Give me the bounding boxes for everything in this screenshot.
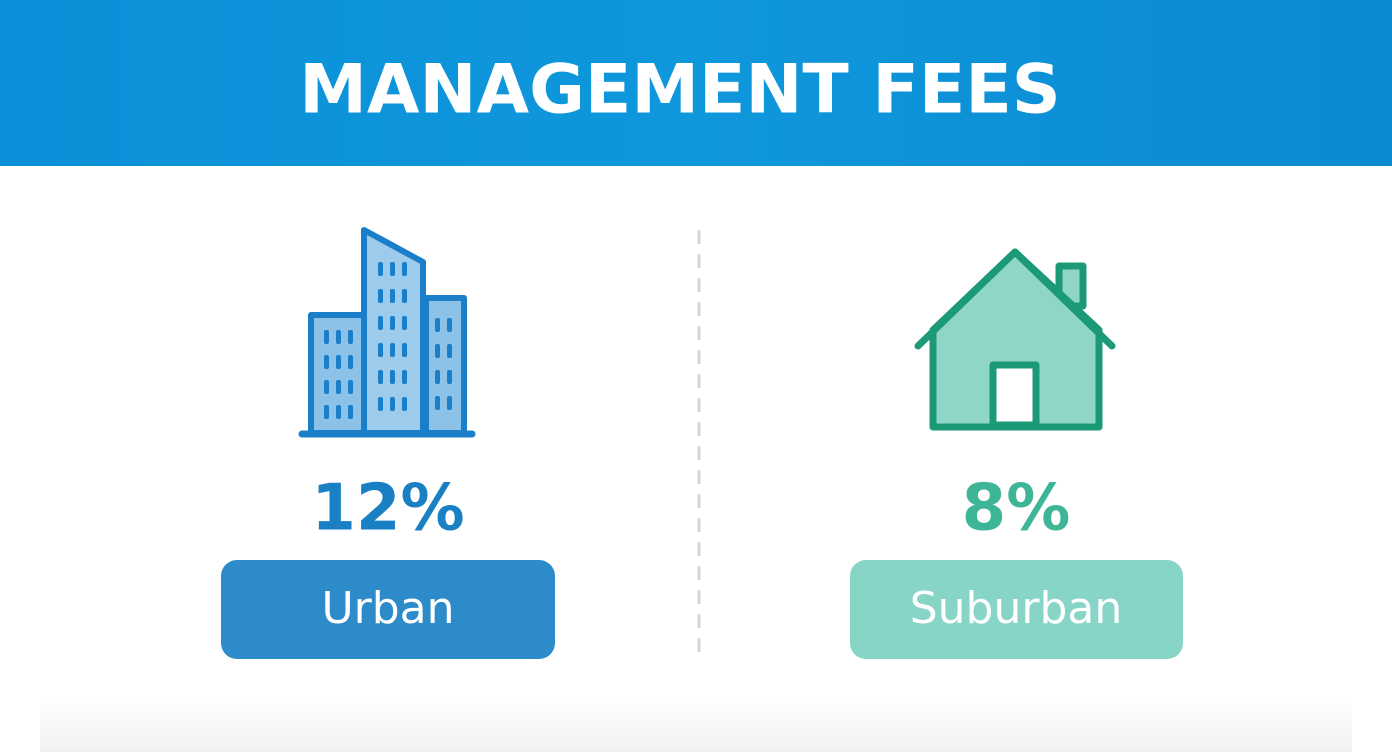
urban-badge: [221, 560, 555, 659]
urban-fee: 12%: [311, 472, 464, 546]
house-icon: [914, 248, 1116, 431]
tower-right: [423, 295, 467, 436]
window: [348, 355, 353, 369]
window: [435, 396, 440, 410]
suburban-fee: 8%: [962, 472, 1071, 546]
window: [378, 397, 383, 411]
window: [324, 380, 329, 394]
window: [447, 396, 452, 410]
window: [402, 343, 407, 357]
suburban-label: Suburban: [910, 583, 1123, 634]
window: [324, 405, 329, 419]
roof: [914, 248, 1116, 350]
window: [348, 330, 353, 344]
building-icon: [298, 227, 476, 438]
window: [390, 370, 395, 384]
window: [378, 262, 383, 276]
window: [348, 405, 353, 419]
header-title: MANAGEMENT FEES: [299, 51, 1061, 130]
window: [402, 397, 407, 411]
window: [390, 289, 395, 303]
window: [447, 344, 452, 358]
window: [324, 330, 329, 344]
window: [402, 262, 407, 276]
window: [378, 289, 383, 303]
footer-shade: [40, 700, 1352, 752]
window: [348, 380, 353, 394]
window: [390, 316, 395, 330]
window: [390, 262, 395, 276]
window: [402, 370, 407, 384]
door: [989, 361, 1040, 429]
window: [336, 355, 341, 369]
window: [336, 380, 341, 394]
window: [336, 405, 341, 419]
window: [324, 355, 329, 369]
window: [378, 343, 383, 357]
window: [378, 370, 383, 384]
windows: [324, 262, 452, 419]
window: [435, 318, 440, 332]
window: [390, 397, 395, 411]
window: [435, 344, 440, 358]
window: [378, 316, 383, 330]
window: [390, 343, 395, 357]
window: [402, 289, 407, 303]
window: [447, 318, 452, 332]
window: [402, 316, 407, 330]
suburban-badge: [850, 560, 1183, 659]
header-band: [0, 0, 1392, 166]
window: [447, 370, 452, 384]
window: [336, 330, 341, 344]
urban-label: Urban: [321, 583, 454, 634]
window: [435, 370, 440, 384]
